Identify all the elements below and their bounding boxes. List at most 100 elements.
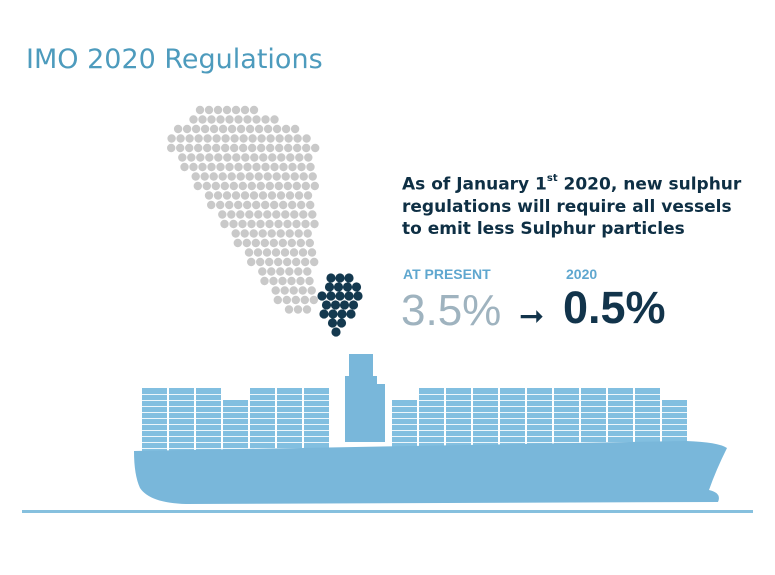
funnel-side [377, 384, 385, 442]
smoke-particle [222, 191, 232, 200]
smoke-particle [274, 257, 283, 267]
smoke-particle [260, 276, 269, 286]
container-stripe [635, 436, 660, 437]
container-stripe [196, 448, 221, 449]
smoke-particle [292, 219, 301, 229]
smoke-particle [306, 200, 315, 210]
smoke-particle [207, 162, 216, 172]
container-stripe [304, 412, 329, 413]
container-block [304, 388, 329, 452]
smoke-particle [265, 257, 274, 267]
container-stripe [277, 418, 302, 419]
container-stripe [169, 400, 194, 401]
smoke-particle [295, 153, 304, 162]
at-present-label: AT PRESENT [403, 266, 491, 282]
smoke-particle [273, 295, 282, 305]
container-stripe [662, 436, 687, 437]
container-stripe [446, 424, 471, 425]
container-stripe [223, 430, 248, 431]
container-stripe [500, 418, 525, 419]
smoke-particle [257, 134, 266, 143]
smoke-particle [176, 143, 185, 153]
smoke-particle [240, 229, 249, 238]
container-stripe [142, 424, 167, 425]
smoke-particle [209, 172, 218, 181]
container-stripe [142, 412, 167, 413]
smoke-particle [227, 210, 236, 219]
container-stripe [608, 400, 633, 401]
container-stripe [304, 394, 329, 395]
smoke-particle [299, 172, 308, 181]
container-stripe [527, 400, 552, 401]
smoke-particle [252, 115, 261, 124]
smoke-particle [294, 267, 303, 276]
smoke-particle [167, 134, 176, 143]
container-stripe [250, 412, 275, 413]
container-stripe [554, 400, 579, 401]
smoke-particle [242, 238, 251, 248]
smoke-particle [229, 219, 238, 229]
smoke-particle [292, 257, 301, 267]
smoke-particle [250, 153, 259, 162]
smoke-particle [191, 124, 201, 134]
smoke-particle [278, 238, 287, 248]
smoke-particle [310, 257, 319, 267]
container-stripe [250, 430, 275, 431]
container-stripe [635, 394, 660, 395]
sulphur-particle [351, 282, 362, 292]
container-stripe [419, 424, 444, 425]
container-stripe [527, 430, 552, 431]
smoke-particle [291, 295, 300, 305]
smoke-particle [281, 124, 291, 134]
smoke-particle [303, 229, 312, 238]
container-stripe [169, 406, 194, 407]
smoke-particle [207, 115, 216, 124]
smoke-particle [266, 134, 275, 143]
smoke-particle [287, 276, 296, 286]
container-stripe [635, 418, 660, 419]
container-stripe [554, 406, 579, 407]
container-stripe [581, 436, 606, 437]
container-stripe [142, 436, 167, 437]
container-stripe [142, 448, 167, 449]
container-block [277, 388, 302, 452]
container-stripe [169, 394, 194, 395]
smoke-particle [306, 162, 315, 172]
smoke-particle [276, 267, 285, 276]
container-stripe [419, 406, 444, 407]
smoke-particle [240, 105, 250, 115]
container-stripe [662, 412, 687, 413]
smoke-particle [198, 162, 207, 172]
container-stripe [581, 412, 606, 413]
smoke-particle [209, 124, 219, 134]
smoke-particle [244, 248, 254, 257]
smoke-particle [305, 276, 314, 286]
smoke-particle [262, 248, 272, 257]
smoke-particle [254, 124, 264, 134]
smoke-particle [231, 105, 241, 115]
description-line-1: As of January 1st 2020, new sulphur [402, 173, 742, 195]
container-stripe [196, 406, 221, 407]
smoke-particle [238, 219, 247, 229]
container-stripe [142, 442, 167, 443]
smoke-particle [236, 172, 245, 181]
smoke-particle [279, 162, 288, 172]
smoke-particle [247, 181, 256, 191]
smoke-particle [236, 210, 245, 219]
container-stripe [446, 412, 471, 413]
sulphur-particle [319, 309, 329, 319]
smoke-particle [243, 162, 252, 172]
page-title: IMO 2020 Regulations [26, 44, 323, 75]
sulphur-particle [353, 291, 363, 301]
smoke-particle [274, 181, 283, 191]
smoke-particle [230, 134, 239, 143]
smoke-particle [297, 162, 306, 172]
smoke-particle [303, 267, 312, 276]
container-stripe [608, 430, 633, 431]
container-stripe [392, 406, 417, 407]
smoke-particle [227, 124, 237, 134]
container-stripe [446, 394, 471, 395]
sulphur-particle [339, 300, 350, 310]
smoke-particle [185, 143, 194, 153]
smoke-particle [225, 162, 234, 172]
